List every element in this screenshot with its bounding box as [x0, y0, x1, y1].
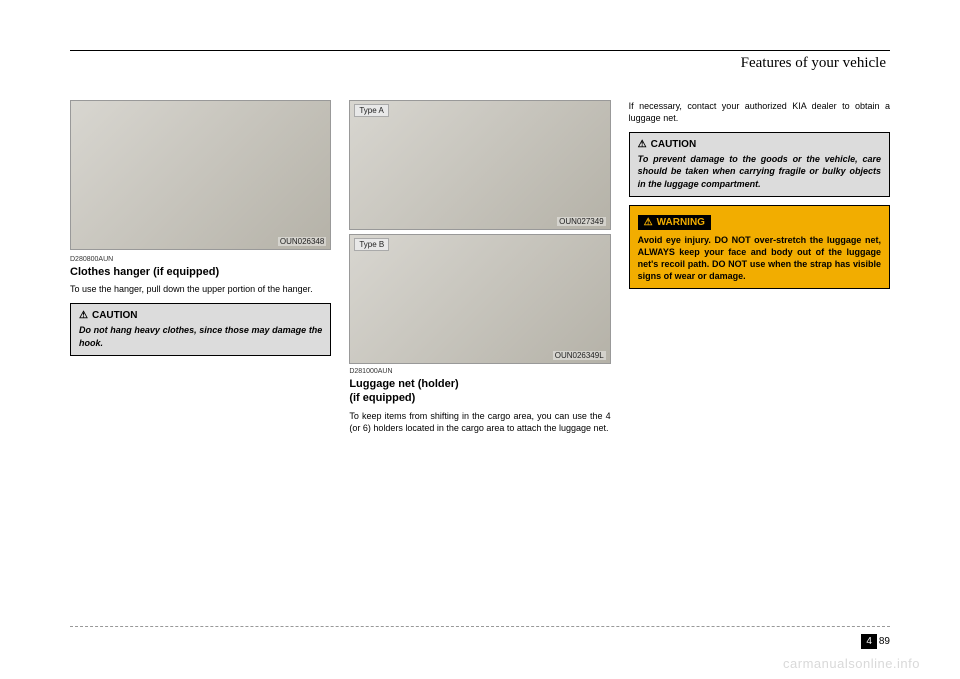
figure-luggage-net-a: Type A OUN027349 — [349, 100, 610, 230]
caution-label: ⚠ CAUTION — [638, 139, 881, 150]
header-rule — [70, 50, 890, 51]
watermark: carmanualsonline.info — [783, 656, 920, 671]
figure-type-label: Type A — [354, 104, 388, 117]
page-number: 4 89 — [861, 634, 890, 649]
warning-label: ⚠ WARNING — [638, 215, 711, 230]
figure-code: OUN026349L — [553, 351, 606, 360]
section-code: D280800AUN — [70, 256, 331, 263]
content-columns: OUN026348 D280800AUN Clothes hanger (if … — [70, 100, 890, 442]
figure-luggage-net-b: Type B OUN026349L — [349, 234, 610, 364]
figure-type-label: Type B — [354, 238, 389, 251]
section-title: Luggage net (holder) (if equipped) — [349, 377, 610, 406]
warning-icon: ⚠ — [638, 139, 647, 150]
column-3: If necessary, contact your authorized KI… — [629, 100, 890, 442]
figure-code: OUN027349 — [557, 217, 605, 226]
body-text: To keep items from shifting in the cargo… — [349, 410, 610, 434]
warning-box: ⚠ WARNING Avoid eye injury. DO NOT over-… — [629, 205, 890, 290]
page-footer: 4 89 — [70, 626, 890, 649]
figure-code: OUN026348 — [278, 237, 326, 246]
caution-label-text: CAUTION — [651, 139, 697, 150]
caution-label-text: CAUTION — [92, 310, 138, 321]
section-code: D281000AUN — [349, 368, 610, 375]
intro-text: If necessary, contact your authorized KI… — [629, 100, 890, 124]
page-number-value: 89 — [879, 636, 890, 647]
caution-text: Do not hang heavy clothes, since those m… — [79, 324, 322, 348]
caution-label: ⚠ CAUTION — [79, 310, 322, 321]
page-header-title: Features of your vehicle — [70, 55, 890, 72]
column-1: OUN026348 D280800AUN Clothes hanger (if … — [70, 100, 331, 442]
section-title: Clothes hanger (if equipped) — [70, 265, 331, 279]
warning-icon: ⚠ — [644, 217, 653, 228]
caution-box: ⚠ CAUTION To prevent damage to the goods… — [629, 132, 890, 196]
warning-label-text: WARNING — [657, 217, 705, 228]
figure-clothes-hanger: OUN026348 — [70, 100, 331, 250]
chapter-number: 4 — [861, 634, 877, 649]
caution-box: ⚠ CAUTION Do not hang heavy clothes, sin… — [70, 303, 331, 355]
warning-text: Avoid eye injury. DO NOT over-stretch th… — [638, 234, 881, 283]
caution-text: To prevent damage to the goods or the ve… — [638, 153, 881, 189]
warning-icon: ⚠ — [79, 310, 88, 321]
body-text: To use the hanger, pull down the upper p… — [70, 283, 331, 295]
column-2: Type A OUN027349 Type B OUN026349L D2810… — [349, 100, 610, 442]
